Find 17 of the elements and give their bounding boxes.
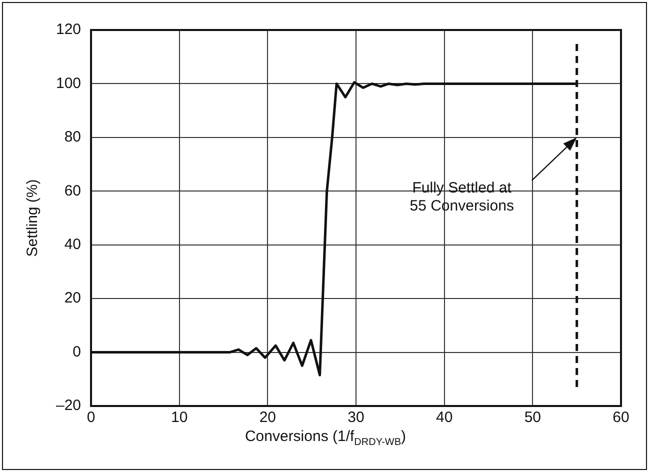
- y-axis-title: Settling (%): [24, 179, 42, 257]
- y-tick-label: –20: [56, 397, 82, 414]
- x-tick-label: 50: [524, 409, 542, 426]
- y-tick-label: 120: [56, 21, 82, 38]
- x-tick-label: 0: [86, 409, 96, 426]
- y-tick-label: 80: [64, 128, 82, 146]
- x-tick-label: 30: [348, 409, 364, 426]
- y-tick-label: 20: [64, 290, 82, 307]
- x-tick-label: 60: [612, 409, 630, 426]
- x-axis-title: Conversions (1/f$_{DRDY-WB}$): [244, 428, 408, 448]
- x-tick-label: 10: [171, 409, 188, 426]
- x-tick-label: 40: [436, 409, 453, 426]
- y-tick-label: 0: [72, 343, 82, 360]
- y-tick-label: 100: [56, 74, 82, 92]
- y-tick-label: 40: [64, 236, 82, 253]
- x-tick-label: 20: [259, 409, 276, 426]
- y-tick-label: 60: [64, 182, 82, 200]
